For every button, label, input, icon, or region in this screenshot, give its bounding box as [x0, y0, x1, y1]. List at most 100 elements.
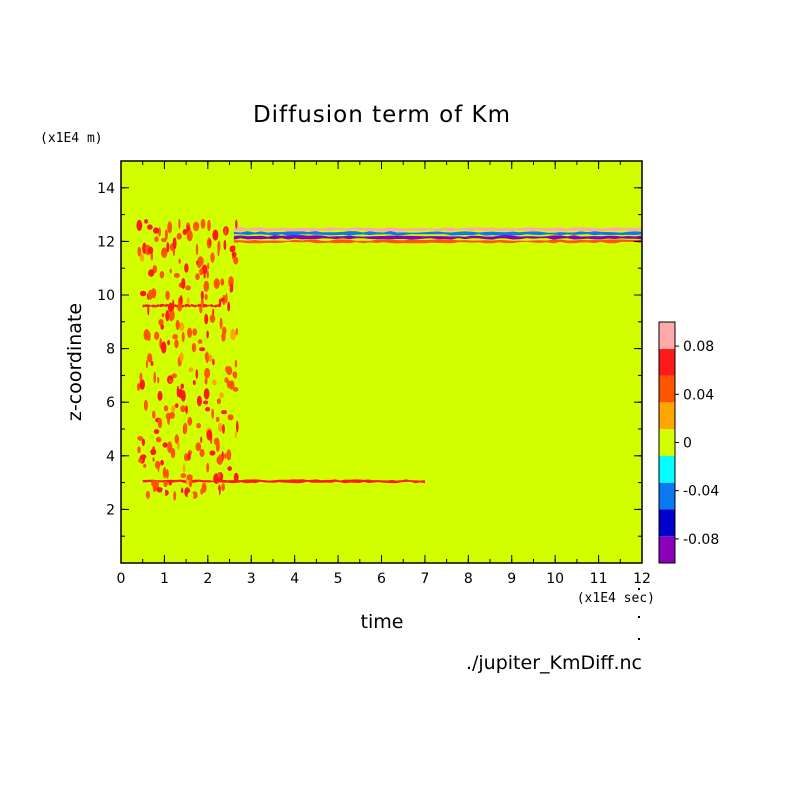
contour-blob	[223, 533, 228, 538]
contour-blob	[155, 436, 162, 443]
contour-blob	[167, 340, 171, 346]
y-tick-label: 6	[106, 395, 115, 411]
contour-blob	[169, 268, 172, 274]
contour-blob	[145, 491, 150, 500]
contour-blob	[175, 319, 180, 331]
contour-blob	[157, 376, 160, 384]
contour-blob	[145, 359, 148, 369]
contour-blob	[316, 550, 323, 563]
contour-blob	[230, 328, 236, 341]
contour-blob	[421, 504, 427, 513]
y-axis: 2 4 6 8 10 12 14	[97, 181, 642, 537]
contour-blob	[200, 218, 206, 229]
contour-blob	[181, 331, 185, 343]
contour-blob	[177, 525, 180, 537]
contour-blob	[278, 528, 284, 536]
contour-blob	[254, 501, 260, 511]
contour-blob	[443, 533, 448, 544]
contour-blob	[438, 492, 442, 503]
contour-blob	[233, 488, 239, 494]
contour-band	[468, 499, 642, 504]
contour-blob	[228, 380, 235, 390]
contour-blob	[153, 227, 159, 234]
contour-blob	[176, 233, 182, 240]
contour-blob	[335, 503, 339, 513]
contour-band	[233, 239, 642, 244]
contour-blob	[223, 519, 229, 530]
contour-blob	[206, 270, 209, 279]
contour-blob	[162, 467, 167, 479]
contour-blob	[217, 245, 220, 257]
contour-blob	[195, 510, 201, 521]
contour-blob	[254, 532, 260, 541]
contour-blob	[185, 405, 188, 415]
contour-blob	[150, 448, 157, 456]
contour-band-path	[233, 231, 642, 236]
contour-blob	[144, 219, 149, 224]
contour-blob	[141, 438, 146, 446]
decorative-marks	[638, 588, 640, 640]
y-axis-label: z-coordinate	[64, 303, 86, 421]
colorbar-swatch	[659, 482, 675, 510]
contour-blob	[320, 533, 325, 543]
contour-blob	[212, 229, 219, 241]
y-tick-label: 2	[106, 502, 115, 518]
contour-blob	[227, 301, 231, 312]
contour-blob	[145, 497, 148, 507]
contour-blob	[415, 495, 419, 505]
contour-blob	[440, 524, 446, 529]
contour-blob	[342, 532, 348, 542]
contour-blob	[125, 492, 132, 499]
contour-blob	[148, 289, 153, 300]
contour-features	[123, 218, 642, 563]
contour-blob	[124, 510, 127, 517]
contour-blob	[408, 520, 413, 525]
contour-blob	[324, 503, 331, 511]
contour-blob	[232, 371, 238, 378]
contour-blob	[151, 479, 157, 487]
contour-blob	[199, 347, 206, 352]
contour-blob	[308, 496, 312, 505]
contour-blob	[172, 247, 176, 257]
contour-blob	[172, 299, 175, 311]
contour-band-path	[316, 334, 642, 339]
contour-blob	[233, 472, 239, 482]
contour-blob	[212, 358, 215, 366]
y-tick-label: 14	[97, 181, 115, 197]
contour-blob	[215, 441, 220, 452]
contour-blob	[157, 418, 163, 429]
contour-blob	[161, 237, 167, 243]
colorbar-swatch	[659, 375, 675, 403]
contour-blob	[224, 227, 227, 237]
contour-blob	[438, 539, 442, 547]
contour-blob	[153, 429, 160, 435]
contour-blob	[137, 246, 142, 257]
colorbar-label: 0.04	[683, 387, 714, 403]
contour-blob	[236, 420, 239, 433]
contour-blob	[342, 488, 345, 501]
contour-blob	[247, 497, 253, 506]
contour-blob	[276, 517, 280, 522]
contour-blob	[377, 516, 384, 523]
contour-blob	[181, 510, 185, 518]
contour-blob	[209, 239, 212, 246]
contour-blob	[399, 549, 405, 562]
contour-band-path	[142, 479, 425, 484]
contour-blob	[136, 536, 140, 542]
contour-band-path	[233, 239, 642, 244]
contour-blob	[206, 330, 209, 339]
contour-blob	[161, 488, 166, 498]
x-tick-label: 7	[420, 571, 429, 587]
contour-blob	[219, 317, 223, 330]
contour-blob	[195, 442, 202, 452]
contour-blob	[204, 367, 211, 379]
contour-blob	[197, 339, 203, 344]
contour-blob	[224, 453, 227, 459]
contour-blob	[211, 493, 214, 503]
contour-blob	[231, 251, 237, 258]
contour-blob	[270, 525, 275, 532]
contour-blob	[134, 514, 139, 524]
contour-blob	[172, 237, 177, 250]
contour-blob	[203, 388, 210, 400]
contour-blob	[143, 463, 147, 468]
